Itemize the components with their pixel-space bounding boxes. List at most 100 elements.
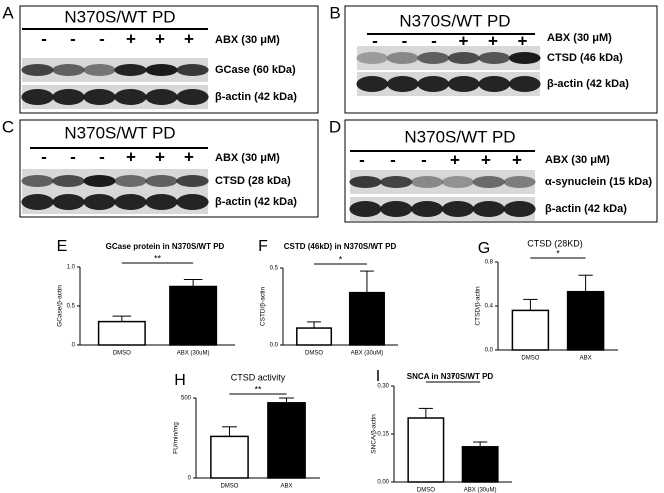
sign: - [372, 31, 378, 50]
bar [566, 290, 605, 351]
band [386, 76, 419, 92]
band-label: GCase (60 kDa) [215, 64, 296, 76]
y-tick-label: 0.5 [67, 304, 76, 310]
band [176, 194, 209, 210]
bar [348, 291, 385, 346]
sign: - [70, 147, 76, 166]
bar [407, 417, 445, 483]
band [411, 176, 444, 188]
y-axis-label: CTSD/β-actin [475, 286, 482, 326]
sign: - [421, 150, 427, 169]
band [356, 52, 389, 64]
y-tick-label: 0.0 [270, 343, 279, 349]
x-tick-label: ABX [281, 484, 293, 490]
band-label: CTSD (46 kDa) [547, 52, 623, 64]
band [411, 201, 444, 217]
x-tick-label: DMSO [113, 351, 131, 357]
x-tick-label: ABX (30uM) [177, 351, 210, 357]
band [145, 89, 178, 105]
chart-title: CTSD activity [231, 372, 286, 382]
sign: + [184, 29, 194, 48]
band [52, 89, 85, 105]
y-tick-label: 0.00 [377, 480, 389, 486]
y-axis-label: SNCA/β-actin [371, 414, 378, 454]
band-label: α-synuclein (15 kDa) [545, 176, 652, 188]
band [478, 76, 511, 92]
y-tick-label: 1.0 [67, 265, 76, 271]
bar [210, 435, 249, 479]
bar [511, 309, 550, 351]
sign: - [70, 29, 76, 48]
band [349, 176, 382, 188]
significance: * [339, 254, 343, 264]
chart-title: GCase protein in N370S/WT PD [106, 242, 225, 251]
band [145, 194, 178, 210]
chart-title: CSTD (46kD) in N370S/WT PD [284, 242, 397, 251]
treatment: ABX (30 μM) [547, 32, 612, 44]
panel-label: E [57, 238, 68, 255]
sign: - [359, 150, 365, 169]
panel-label: C [2, 117, 14, 136]
y-axis-label: FU/min/mg [173, 422, 180, 454]
band-label: β-actin (42 kDa) [215, 196, 297, 208]
band [503, 176, 536, 188]
band [503, 201, 536, 217]
band [441, 201, 474, 217]
sign: - [402, 31, 408, 50]
band [508, 76, 541, 92]
x-tick-label: DMSO [305, 351, 323, 357]
band-label: CTSD (28 kDa) [215, 175, 291, 187]
significance: * [451, 372, 455, 382]
blot-title: N370S/WT PD [64, 7, 175, 26]
x-tick-label: ABX [580, 356, 592, 362]
band [114, 175, 147, 187]
sign: + [450, 150, 460, 169]
panel-label: D [329, 117, 341, 136]
x-tick-label: DMSO [220, 484, 238, 490]
band [478, 52, 511, 64]
band [114, 89, 147, 105]
band-label: β-actin (42 kDa) [215, 91, 297, 103]
significance: * [556, 248, 560, 258]
panel-label: A [2, 3, 14, 22]
significance: ** [254, 384, 262, 394]
y-tick-label: 0.0 [485, 348, 494, 354]
sign: + [184, 147, 194, 166]
blot-frame [19, 5, 319, 114]
sign: + [155, 29, 165, 48]
band [83, 64, 116, 76]
blot-title: N370S/WT PD [399, 11, 510, 30]
band [114, 194, 147, 210]
band [145, 175, 178, 187]
band [52, 175, 85, 187]
y-axis-label: CSTD/β-actin [260, 287, 267, 327]
panel-label: B [329, 3, 340, 22]
band [472, 201, 505, 217]
band [380, 176, 413, 188]
band [52, 64, 85, 76]
sign: + [518, 31, 528, 50]
bar [169, 285, 218, 346]
band [176, 89, 209, 105]
band-label: β-actin (42 kDa) [547, 78, 629, 90]
x-tick-label: DMSO [417, 488, 435, 493]
band [417, 52, 450, 64]
panel-label: H [174, 372, 186, 389]
band [447, 52, 480, 64]
x-tick-label: ABX (30uM) [464, 488, 497, 493]
band [52, 194, 85, 210]
y-tick-label: 0 [188, 476, 192, 482]
y-tick-label: 0.5 [270, 266, 279, 272]
blot-title: N370S/WT PD [404, 127, 515, 146]
sign: + [459, 31, 469, 50]
bar [296, 327, 333, 346]
sign: - [390, 150, 396, 169]
sign: - [99, 147, 105, 166]
band [447, 76, 480, 92]
y-tick-label: 0.4 [485, 304, 494, 310]
x-tick-label: DMSO [521, 356, 539, 362]
sign: + [481, 150, 491, 169]
sign: + [126, 29, 136, 48]
y-tick-label: 0 [72, 343, 76, 349]
band [472, 176, 505, 188]
